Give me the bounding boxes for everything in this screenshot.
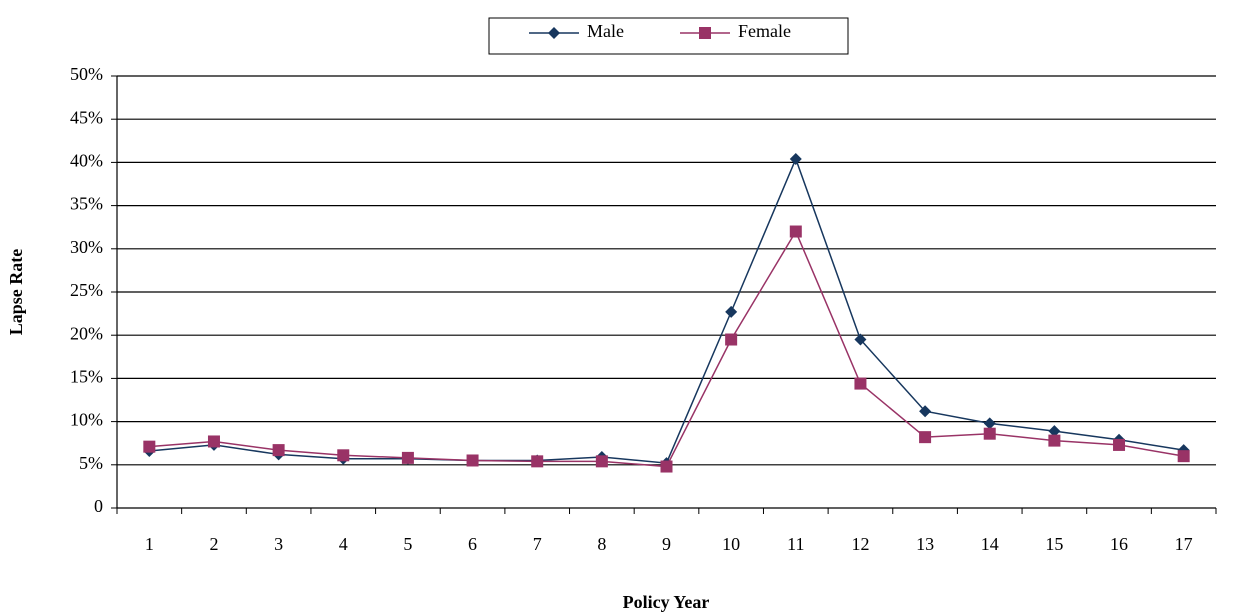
diamond-marker: [1048, 425, 1061, 438]
y-tick-label: 30%: [70, 237, 103, 257]
y-tick-label: 20%: [70, 323, 103, 343]
diamond-marker: [983, 417, 996, 430]
square-marker: [531, 455, 544, 468]
square-marker: [1048, 434, 1061, 447]
x-tick-label: 1: [145, 534, 154, 554]
square-marker: [660, 460, 673, 473]
square-marker: [1113, 438, 1126, 451]
y-tick-label: 0: [94, 496, 103, 516]
legend-label: Female: [738, 21, 791, 41]
square-marker: [983, 427, 996, 440]
diamond-marker: [854, 333, 867, 346]
square-marker: [466, 454, 479, 467]
x-tick-label: 2: [209, 534, 218, 554]
x-tick-label: 3: [274, 534, 283, 554]
series-line: [149, 156, 1184, 464]
x-tick-label: 6: [468, 534, 477, 554]
square-marker: [854, 377, 867, 390]
square-marker: [207, 435, 220, 448]
square-marker: [919, 431, 932, 444]
series-line: [149, 229, 1184, 468]
diamond-marker: [919, 405, 932, 418]
square-marker: [725, 333, 738, 346]
x-tick-label: 14: [981, 534, 999, 554]
x-tick-label: 11: [787, 534, 804, 554]
square-marker: [401, 451, 414, 464]
square-marker: [272, 444, 285, 457]
y-tick-label: 5%: [79, 453, 103, 473]
x-axis-title: Policy Year: [623, 592, 710, 612]
square-marker: [1177, 450, 1190, 463]
x-tick-label: 10: [722, 534, 740, 554]
legend-marker: [699, 27, 711, 39]
square-marker: [789, 225, 802, 238]
diamond-marker: [789, 152, 802, 165]
y-tick-label: 15%: [70, 367, 103, 387]
x-tick-label: 17: [1175, 534, 1193, 554]
y-axis-title: Lapse Rate: [6, 249, 26, 336]
square-marker: [595, 455, 608, 468]
x-tick-label: 4: [339, 534, 348, 554]
x-tick-label: 15: [1045, 534, 1063, 554]
y-tick-label: 40%: [70, 151, 103, 171]
y-tick-label: 10%: [70, 410, 103, 430]
legend-box: [488, 17, 849, 55]
x-tick-label: 7: [533, 534, 542, 554]
square-marker: [337, 449, 350, 462]
x-tick-label: 12: [851, 534, 869, 554]
x-tick-label: 5: [403, 534, 412, 554]
y-tick-label: 50%: [70, 64, 103, 84]
legend-marker: [548, 27, 560, 39]
y-tick-label: 25%: [70, 280, 103, 300]
diamond-marker: [725, 305, 738, 318]
x-tick-label: 9: [662, 534, 671, 554]
x-tick-label: 8: [597, 534, 606, 554]
legend-label: Male: [587, 21, 624, 41]
square-marker: [143, 440, 156, 453]
y-tick-label: 35%: [70, 194, 103, 214]
x-tick-label: 16: [1110, 534, 1128, 554]
y-tick-label: 45%: [70, 107, 103, 127]
x-tick-label: 13: [916, 534, 934, 554]
